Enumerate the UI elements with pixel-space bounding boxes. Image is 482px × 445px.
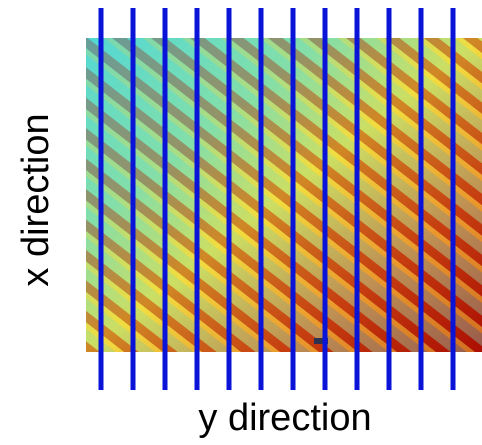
axis-label: x direction	[15, 113, 57, 286]
axis-label: y direction	[198, 397, 371, 439]
figure: x direction y direction	[0, 0, 482, 445]
